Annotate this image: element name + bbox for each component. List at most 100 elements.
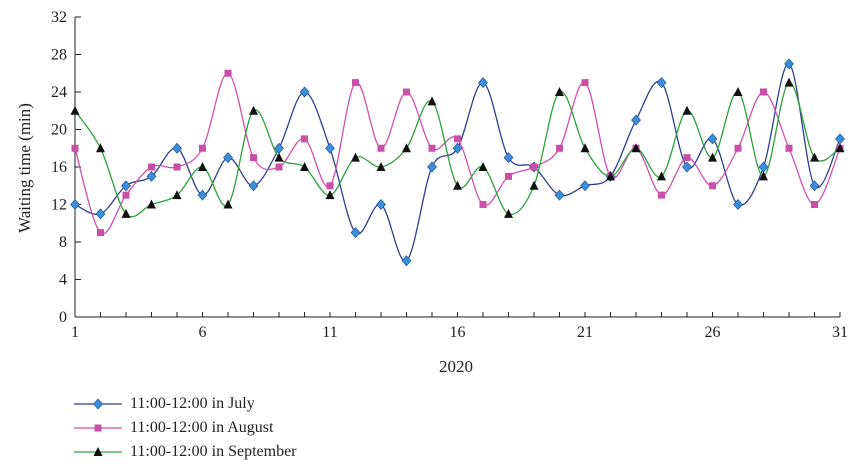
legend-swatch-july	[74, 398, 122, 410]
data-point-september	[733, 87, 743, 96]
series-august	[71, 69, 844, 237]
data-point-july	[427, 161, 437, 173]
data-point-september	[631, 143, 641, 153]
data-point-september	[70, 105, 80, 115]
data-point-september	[402, 143, 411, 153]
x-tick-label: 1	[71, 324, 79, 341]
data-point-september	[835, 143, 845, 153]
data-point-august	[428, 144, 436, 152]
data-point-august	[785, 144, 793, 152]
data-point-september	[274, 152, 284, 162]
y-tick-label: 32	[51, 9, 67, 26]
data-point-july	[70, 199, 80, 210]
x-ticks: 1 6 11 16 21 26 31	[71, 312, 848, 341]
data-point-july	[452, 142, 463, 154]
data-point-july	[835, 133, 845, 145]
data-point-august	[122, 191, 130, 199]
data-point-july	[146, 170, 157, 182]
data-point-august	[250, 154, 257, 162]
data-point-july	[325, 142, 335, 154]
series-line-july	[74, 63, 841, 262]
data-point-july	[809, 180, 820, 192]
data-point-august	[734, 144, 742, 152]
data-point-september	[580, 143, 590, 153]
data-point-september	[325, 190, 335, 200]
data-point-september	[121, 208, 131, 218]
data-point-july	[478, 77, 488, 89]
data-point-july	[682, 161, 692, 173]
legend-marker	[93, 398, 103, 410]
y-tick-label: 20	[51, 122, 67, 139]
data-point-august	[97, 229, 104, 237]
legend-marker	[94, 424, 102, 432]
data-point-august	[581, 79, 589, 87]
data-point-july	[172, 142, 182, 154]
data-point-september	[351, 152, 360, 162]
data-point-august	[301, 135, 308, 143]
data-point-august	[454, 135, 461, 143]
legend-item-august: 11:00-12:00 in August	[70, 416, 297, 440]
data-point-september	[453, 180, 462, 190]
data-point-july	[554, 189, 565, 201]
data-point-september	[682, 105, 692, 115]
x-axis-title: 2020	[439, 357, 473, 376]
legend-swatch-september	[74, 447, 122, 456]
data-point-september	[223, 199, 233, 209]
data-point-august	[275, 163, 283, 171]
data-point-july	[223, 152, 233, 164]
data-point-september	[96, 143, 105, 153]
data-point-august	[377, 144, 385, 152]
data-point-september	[555, 87, 564, 96]
data-point-august	[505, 172, 512, 180]
legend-marker	[93, 447, 103, 456]
data-point-august	[479, 201, 487, 208]
data-point-july	[350, 227, 361, 239]
y-tick-label: 28	[51, 47, 67, 64]
data-point-august	[326, 182, 334, 190]
y-tick-label: 4	[59, 272, 67, 289]
data-point-july	[503, 152, 514, 164]
data-point-august	[403, 88, 410, 96]
data-point-september	[810, 152, 819, 162]
legend-item-september: 11:00-12:00 in September	[70, 440, 297, 464]
y-tick-label: 24	[51, 84, 67, 101]
data-point-august	[148, 163, 155, 171]
legend-label-july: 11:00-12:00 in July	[130, 395, 255, 412]
data-point-august	[173, 163, 181, 171]
data-point-july	[580, 180, 590, 192]
data-point-july	[121, 180, 131, 192]
data-point-september	[784, 77, 794, 87]
x-tick-label: 6	[199, 324, 207, 341]
x-tick-label: 21	[577, 324, 593, 341]
data-point-september	[478, 162, 488, 171]
data-point-july	[784, 58, 794, 70]
x-tick-label: 11	[322, 324, 337, 341]
data-point-august	[709, 182, 716, 190]
data-point-september	[657, 171, 666, 181]
data-point-september	[198, 162, 207, 171]
legend-item-july: 11:00-12:00 in July	[70, 392, 297, 416]
data-point-september	[172, 190, 182, 200]
data-point-september	[529, 180, 539, 190]
data-point-august	[530, 163, 538, 171]
data-point-september	[376, 162, 386, 171]
legend: 11:00-12:00 in July 11:00-12:00 in Augus…	[70, 392, 297, 464]
y-tick-label: 8	[59, 234, 67, 251]
data-point-september	[249, 105, 258, 115]
data-point-july	[95, 208, 106, 220]
y-ticks: 0 4 8 12 16 20 24 28 32	[51, 9, 81, 326]
data-point-august	[556, 144, 563, 152]
data-point-july	[248, 180, 259, 192]
y-tick-label: 16	[51, 159, 67, 176]
data-point-july	[733, 199, 743, 210]
data-point-september	[300, 162, 309, 171]
x-tick-label: 16	[450, 324, 466, 341]
data-point-september	[504, 208, 513, 218]
data-point-august	[199, 144, 206, 152]
legend-swatch-august	[74, 424, 122, 432]
data-point-july	[299, 86, 310, 98]
y-tick-label: 12	[51, 197, 67, 214]
series-july	[70, 58, 845, 267]
data-point-july	[631, 114, 641, 126]
